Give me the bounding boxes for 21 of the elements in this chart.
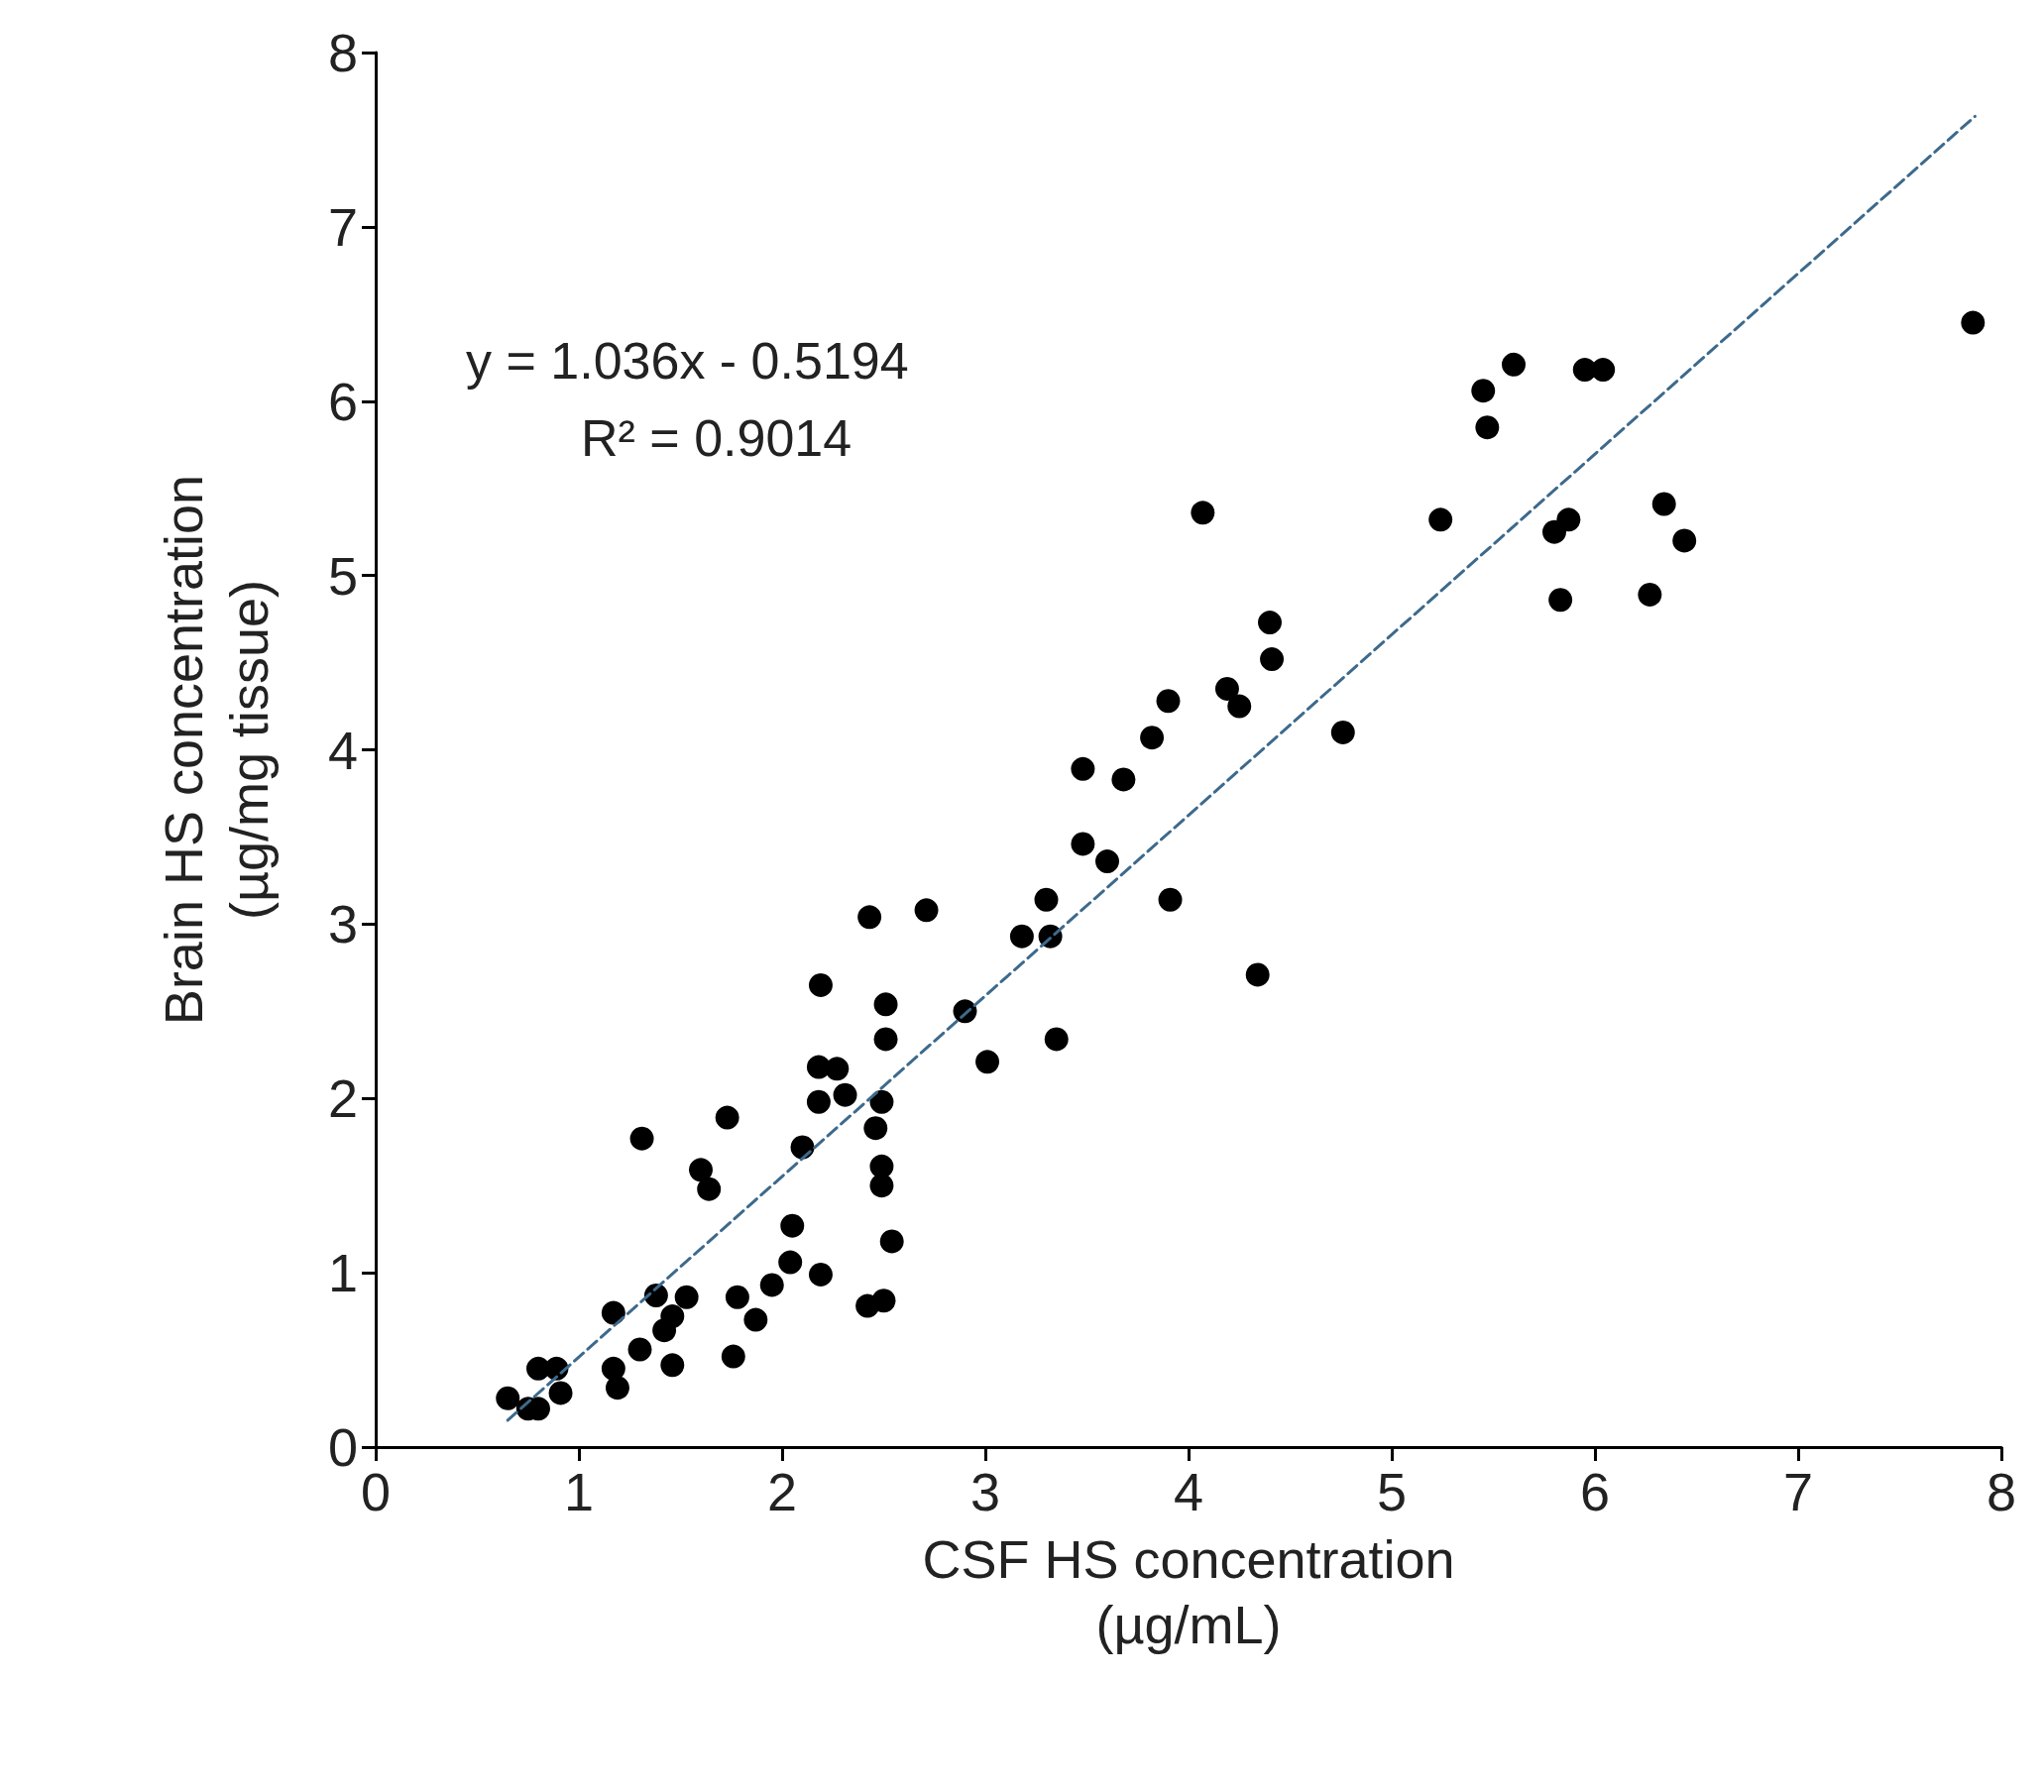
y-tick-label: 6	[327, 371, 358, 431]
annotation: y = 1.036x - 0.5194	[466, 332, 909, 390]
x-axis-title: CSF HS concentration (µg/mL)	[922, 1529, 1455, 1654]
x-tick-label: 7	[1782, 1462, 1814, 1521]
y-axis-title: Brain HS concentration (µg/mg tissue)	[154, 474, 279, 1026]
y-tick-label: 2	[327, 1068, 358, 1129]
x-tick-label: 5	[1376, 1462, 1408, 1521]
y-tick-label: 8	[327, 23, 358, 82]
x-tick-label: 4	[1173, 1462, 1204, 1521]
annotation: R² = 0.9014	[581, 409, 852, 467]
y-tick-label: 3	[327, 894, 358, 954]
y-tick-label: 7	[327, 196, 358, 257]
y-tick-label: 5	[327, 545, 358, 606]
y-tick-label: 4	[327, 720, 358, 780]
y-tick-label: 0	[327, 1417, 358, 1477]
x-tick-label: 1	[563, 1462, 595, 1521]
x-tick-label: 2	[766, 1462, 798, 1521]
y-tick-label: 1	[327, 1243, 358, 1303]
x-tick-label: 3	[969, 1462, 1001, 1521]
x-tick-label: 8	[1986, 1462, 2017, 1521]
x-tick-label: 6	[1579, 1462, 1611, 1521]
